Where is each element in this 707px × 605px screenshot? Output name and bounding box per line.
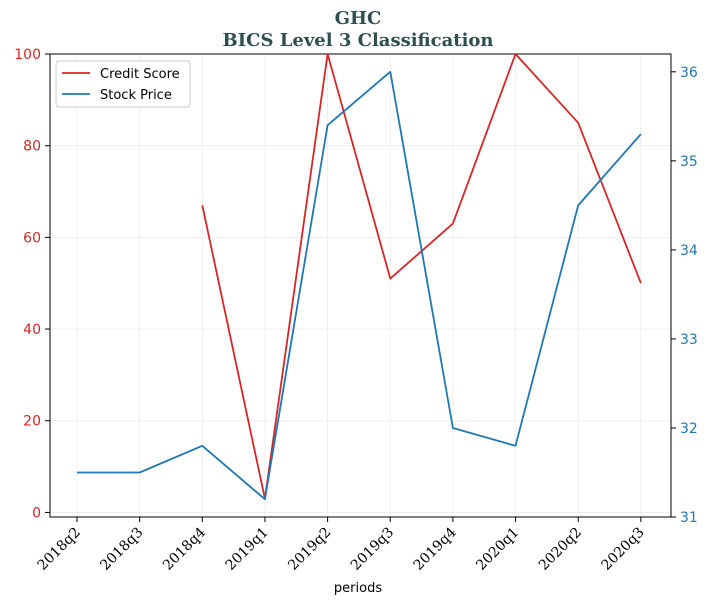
x-tick-label: 2019q4 bbox=[411, 524, 460, 573]
series-lines bbox=[77, 53, 642, 501]
legend-label-stock-price: Stock Price bbox=[100, 88, 172, 103]
y-left-tick-label: 100 bbox=[14, 47, 41, 63]
series-line-stock-price bbox=[77, 70, 642, 501]
y-left-tick-label: 40 bbox=[23, 322, 41, 338]
legend: Credit Score Stock Price bbox=[55, 60, 191, 108]
y-right-tick-label: 32 bbox=[680, 421, 698, 437]
y-left-tick-label: 20 bbox=[23, 414, 41, 430]
y-left-tick-label: 60 bbox=[23, 230, 41, 246]
chart-title: GHC bbox=[335, 8, 382, 29]
x-tick-label: 2020q1 bbox=[473, 525, 522, 574]
x-axis: 2018q2 2018q3 2018q4 2019q1 2019q2 2019q3 2019… bbox=[35, 517, 648, 574]
y-right-tick-label: 33 bbox=[680, 332, 698, 348]
y-axis-right: 31 32 33 34 35 36 bbox=[671, 65, 698, 526]
y-right-tick-label: 31 bbox=[680, 510, 698, 526]
y-right-tick-label: 35 bbox=[680, 154, 698, 170]
legend-label-credit-score: Credit Score bbox=[100, 67, 180, 82]
y-left-tick-label: 80 bbox=[23, 139, 41, 155]
x-tick-label: 2020q2 bbox=[536, 525, 585, 574]
plot-frame bbox=[49, 53, 672, 518]
y-right-tick-label: 34 bbox=[680, 243, 698, 259]
series-line-credit-score bbox=[201, 53, 642, 500]
x-tick-label: 2018q2 bbox=[35, 525, 84, 574]
x-tick-label: 2018q4 bbox=[160, 524, 209, 573]
x-tick-label: 2019q2 bbox=[285, 525, 334, 574]
x-tick-label: 2020q3 bbox=[599, 525, 648, 574]
x-tick-label: 2019q3 bbox=[348, 525, 397, 574]
y-right-tick-label: 36 bbox=[680, 65, 698, 81]
x-axis-label: periods bbox=[334, 581, 382, 596]
x-tick-label: 2019q1 bbox=[223, 525, 272, 574]
chart-subtitle: BICS Level 3 Classification bbox=[222, 30, 493, 51]
y-left-tick-label: 0 bbox=[32, 505, 41, 521]
y-axis-left: 0 20 40 60 80 100 bbox=[14, 47, 50, 521]
gridlines bbox=[50, 53, 671, 517]
plot-area-border bbox=[49, 53, 672, 518]
x-tick-label: 2018q3 bbox=[97, 525, 146, 574]
